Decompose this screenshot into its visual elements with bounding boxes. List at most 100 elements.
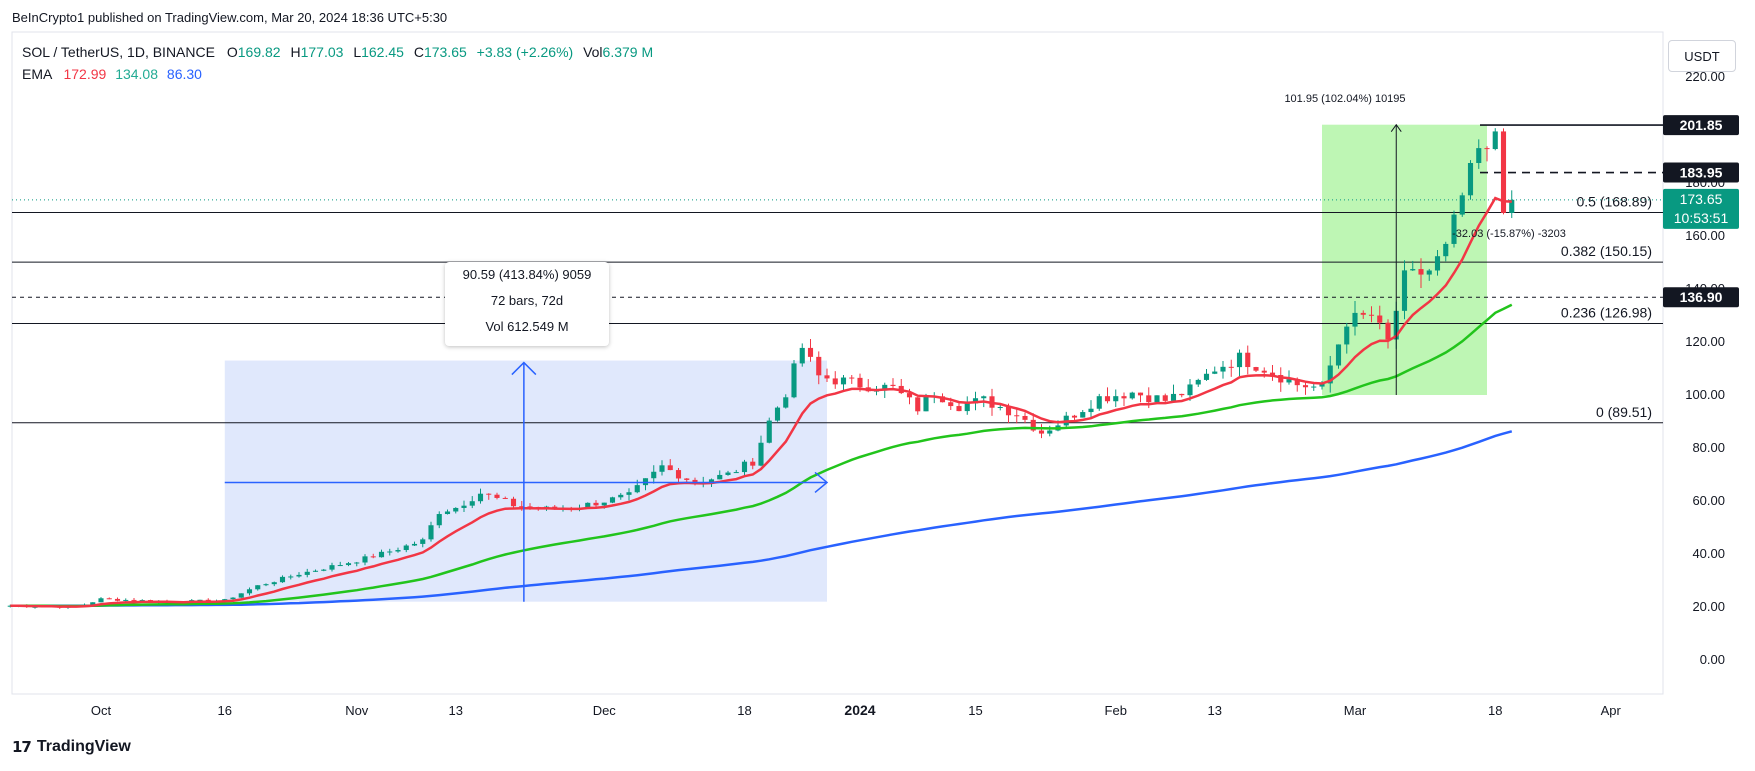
candle-body bbox=[1327, 365, 1333, 384]
currency-button[interactable]: USDT bbox=[1668, 40, 1736, 72]
green-measure-label: 101.95 (102.04%) 10195 bbox=[1284, 93, 1405, 105]
publisher-header: BeInCrypto1 published on TradingView.com… bbox=[12, 10, 448, 25]
candle-body bbox=[1377, 315, 1383, 323]
candle-body bbox=[1368, 314, 1375, 316]
candle-body bbox=[1500, 131, 1507, 213]
candle-body bbox=[1401, 270, 1408, 311]
candle-body bbox=[1113, 396, 1119, 402]
candle-body bbox=[906, 393, 913, 398]
x-tick-label: Dec bbox=[593, 703, 617, 718]
x-tick-label: Oct bbox=[91, 703, 112, 718]
footer-logo-text: TradingView bbox=[36, 738, 131, 755]
y-tick-label: 160.00 bbox=[1685, 228, 1725, 243]
candle-body bbox=[1129, 392, 1135, 399]
candle-body bbox=[444, 511, 451, 515]
candle-body bbox=[139, 600, 145, 602]
drop-annotation-label: -32.03 (-15.87%) -3203 bbox=[1452, 228, 1566, 240]
candle-body bbox=[675, 470, 682, 479]
candle-body bbox=[1294, 379, 1300, 386]
candle-body bbox=[1302, 385, 1309, 388]
candle-body bbox=[824, 375, 830, 379]
candle-body bbox=[634, 485, 640, 493]
close-value: 173.65 bbox=[423, 44, 467, 60]
candle-body bbox=[304, 571, 310, 575]
candle-body bbox=[923, 396, 929, 412]
candle-body bbox=[840, 377, 847, 385]
candle-body bbox=[791, 363, 797, 398]
candle-body bbox=[1203, 373, 1210, 380]
low-label: L bbox=[353, 44, 362, 60]
measure-tooltip: 90.59 (413.84%) 9059 72 bars, 72d Vol 61… bbox=[445, 262, 609, 346]
candle-body bbox=[296, 574, 302, 577]
x-tick-label: 18 bbox=[737, 703, 751, 718]
candle-body bbox=[766, 420, 772, 443]
candle-body bbox=[1080, 412, 1086, 418]
candle-body bbox=[453, 507, 459, 512]
candle-body bbox=[857, 377, 863, 388]
candle-body bbox=[684, 478, 690, 480]
candle-body bbox=[1071, 415, 1078, 418]
candle-body bbox=[1162, 395, 1168, 401]
candle-body bbox=[956, 406, 962, 412]
candle-body bbox=[477, 493, 484, 502]
candle-body bbox=[123, 599, 129, 601]
blue-measure-zone bbox=[224, 360, 827, 602]
candle-body bbox=[420, 539, 426, 544]
candle-body bbox=[964, 403, 970, 412]
candle-body bbox=[783, 397, 789, 408]
candle-body bbox=[436, 514, 442, 526]
candle-body bbox=[411, 543, 418, 546]
volume-label: Vol bbox=[583, 44, 603, 60]
candle-body bbox=[939, 396, 946, 403]
candle-body bbox=[1459, 195, 1465, 215]
candle-body bbox=[354, 562, 360, 564]
candle-body bbox=[1352, 312, 1358, 327]
price-level-tag: 183.95 bbox=[1680, 165, 1723, 181]
symbol-name[interactable]: SOL / TetherUS, 1D, BINANCE bbox=[22, 44, 215, 60]
candle-body bbox=[246, 589, 253, 594]
candle-body bbox=[750, 461, 756, 466]
candle-body bbox=[1269, 372, 1276, 376]
symbol-legend: SOL / TetherUS, 1D, BINANCE O169.82 H177… bbox=[22, 44, 653, 60]
candle-body bbox=[1410, 269, 1416, 271]
candle-body bbox=[387, 551, 393, 553]
fib-level-label: 0 (89.51) bbox=[1596, 404, 1652, 420]
candle-body bbox=[1443, 243, 1449, 257]
y-tick-label: 20.00 bbox=[1692, 599, 1725, 614]
candle-body bbox=[609, 497, 616, 503]
candle-body bbox=[741, 461, 748, 473]
price-level-tag-bg bbox=[1663, 287, 1739, 308]
candle-body bbox=[807, 347, 814, 357]
candle-body bbox=[1047, 430, 1053, 434]
candle-body bbox=[494, 494, 500, 498]
candle-body bbox=[362, 556, 368, 563]
y-tick-label: 100.00 bbox=[1685, 387, 1725, 402]
candle-body bbox=[106, 598, 112, 600]
candle-body bbox=[593, 502, 599, 506]
candle-body bbox=[659, 465, 665, 472]
candle-body bbox=[832, 378, 838, 385]
candle-body bbox=[585, 502, 591, 509]
candle-body bbox=[1236, 352, 1243, 368]
volume-value: 6.379 M bbox=[602, 44, 654, 60]
candle-body bbox=[1146, 395, 1152, 403]
candle-body bbox=[1434, 256, 1441, 271]
fib-level-label: 0.236 (126.98) bbox=[1561, 305, 1652, 321]
candle-body bbox=[1030, 419, 1036, 431]
candle-body bbox=[882, 384, 888, 391]
candle-body bbox=[1038, 430, 1045, 434]
candle-body bbox=[345, 563, 352, 566]
candle-body bbox=[1170, 393, 1177, 401]
price-level-tag-bg bbox=[1663, 162, 1739, 183]
ema-short-value: 172.99 bbox=[63, 66, 107, 82]
green-measure-arrowhead bbox=[1390, 123, 1402, 132]
candle-body bbox=[7, 605, 13, 607]
candle-body bbox=[1418, 269, 1424, 275]
blue-measure-arrowhead-right bbox=[814, 471, 829, 494]
ema-legend[interactable]: EMA 172.99 134.08 86.30 bbox=[22, 66, 202, 82]
candle-body bbox=[279, 576, 286, 583]
candle-body bbox=[642, 478, 649, 486]
candle-body bbox=[1014, 415, 1020, 417]
x-tick-label: 13 bbox=[449, 703, 463, 718]
